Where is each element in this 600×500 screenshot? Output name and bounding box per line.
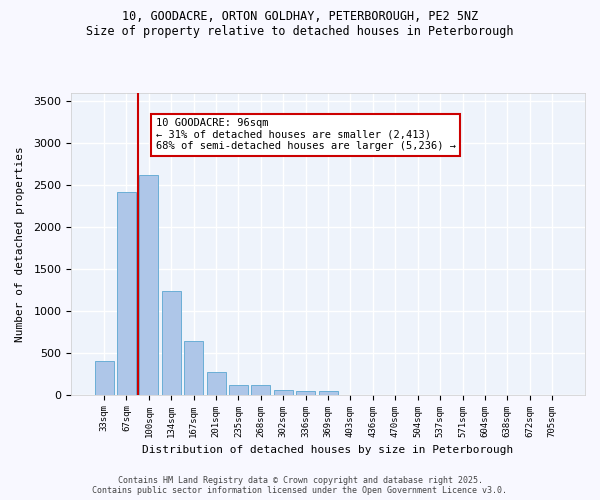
Text: Contains HM Land Registry data © Crown copyright and database right 2025.
Contai: Contains HM Land Registry data © Crown c… [92,476,508,495]
X-axis label: Distribution of detached houses by size in Peterborough: Distribution of detached houses by size … [142,445,514,455]
Bar [274,390,293,394]
Bar [184,342,203,394]
Bar [162,291,181,395]
Y-axis label: Number of detached properties: Number of detached properties [15,146,25,342]
Bar [251,386,271,394]
Text: 10 GOODACRE: 96sqm
← 31% of detached houses are smaller (2,413)
68% of semi-deta: 10 GOODACRE: 96sqm ← 31% of detached hou… [155,118,455,152]
Bar [139,175,158,394]
Text: 10, GOODACRE, ORTON GOLDHAY, PETERBOROUGH, PE2 5NZ
Size of property relative to : 10, GOODACRE, ORTON GOLDHAY, PETERBOROUG… [86,10,514,38]
Bar [117,192,136,394]
Bar [319,392,338,394]
Bar [206,372,226,394]
Bar [296,390,315,394]
Bar [95,361,113,394]
Bar [229,386,248,394]
